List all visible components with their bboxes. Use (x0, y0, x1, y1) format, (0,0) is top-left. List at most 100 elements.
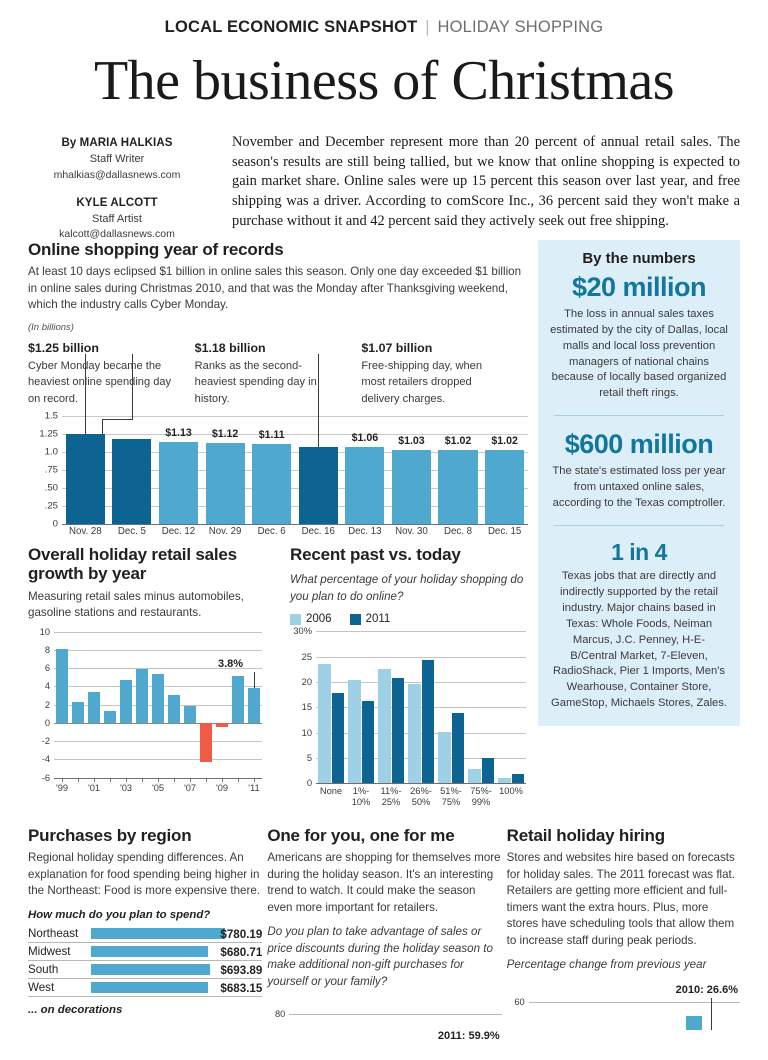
region-section-title: Purchases by region (28, 826, 192, 845)
bar-group[interactable] (316, 631, 346, 784)
axis-tick (150, 777, 166, 782)
bar-track: $693.89 (91, 963, 262, 977)
bar[interactable] (391, 678, 405, 784)
bar-group[interactable] (436, 631, 466, 784)
growth-annotation-leader (254, 671, 255, 689)
bar-group[interactable] (346, 631, 376, 784)
bar-column[interactable]: $1.06 (342, 416, 389, 524)
bar[interactable] (377, 669, 391, 784)
bar-column[interactable] (295, 416, 342, 524)
bar[interactable] (65, 433, 105, 524)
bar[interactable] (56, 648, 68, 723)
bar-column[interactable] (246, 632, 262, 778)
bar-value-label: $1.12 (211, 428, 239, 441)
region-section: Purchases by region Regional holiday spe… (28, 826, 263, 1060)
callout-3-text: Free-shipping day, when most retailers d… (361, 359, 483, 406)
callout-1: $1.25 billion Cyber Monday became the he… (28, 341, 173, 408)
bar[interactable] (485, 450, 525, 524)
bar[interactable] (347, 679, 361, 784)
bar[interactable] (200, 722, 212, 763)
bar[interactable] (104, 711, 116, 723)
bar-column[interactable]: $1.11 (248, 416, 295, 524)
bar[interactable] (331, 692, 345, 784)
bar-column[interactable]: $1.02 (435, 416, 482, 524)
bar[interactable] (467, 768, 481, 784)
bar-column[interactable]: $1.12 (202, 416, 249, 524)
bar-column[interactable]: $1.13 (155, 416, 202, 524)
legend-swatch-2006 (290, 613, 301, 625)
bar[interactable] (451, 712, 465, 784)
bar-column[interactable] (102, 632, 118, 778)
bar[interactable] (407, 684, 421, 784)
bar[interactable] (72, 701, 84, 723)
oneforyou-annotation: 2011: 59.9% (437, 1030, 500, 1042)
bar[interactable] (248, 688, 260, 723)
bar-column[interactable] (134, 632, 150, 778)
kicker-bold: LOCAL ECONOMIC SNAPSHOT (164, 18, 418, 36)
bar[interactable] (437, 732, 451, 784)
bar[interactable] (345, 447, 385, 524)
bar[interactable] (88, 692, 100, 723)
table-row[interactable]: Midwest $680.71 (28, 943, 263, 961)
bar-value-label: $1.02 (491, 435, 518, 448)
bar-column[interactable] (230, 632, 246, 778)
bar-column[interactable]: $1.02 (481, 416, 528, 524)
bar-column[interactable] (86, 632, 102, 778)
bar[interactable] (298, 446, 338, 524)
bar-column[interactable]: $1.03 (388, 416, 435, 524)
axis-tick (118, 777, 134, 782)
bars (54, 632, 262, 778)
bar-column[interactable] (182, 632, 198, 778)
bar[interactable] (317, 664, 331, 784)
by-the-numbers-sidebar: By the numbers $20 million The loss in a… (538, 240, 740, 727)
bars: $1.13 $1.12 $1.11 $1.06 $1.03 $1.02 $1.02 (62, 416, 528, 524)
bar-group[interactable] (466, 631, 496, 784)
bar-column[interactable] (54, 632, 70, 778)
bar-column[interactable] (118, 632, 134, 778)
bar[interactable] (497, 778, 511, 784)
bar[interactable] (112, 438, 152, 524)
gridline (54, 631, 262, 633)
axis-tick (166, 777, 182, 782)
bar[interactable] (168, 695, 180, 723)
bar-column[interactable] (166, 632, 182, 778)
bar-column[interactable] (109, 416, 156, 524)
bar[interactable] (391, 449, 432, 524)
intro-row: By MARIA HALKIAS Staff Writer mhalkias@d… (0, 133, 768, 243)
bar[interactable] (361, 700, 375, 784)
table-row[interactable]: West $683.15 (28, 979, 263, 997)
gridline (54, 759, 262, 761)
bar[interactable] (120, 680, 132, 723)
bar-column[interactable] (150, 632, 166, 778)
bar[interactable] (136, 668, 148, 723)
bar[interactable] (158, 442, 199, 524)
table-row[interactable]: Northeast $780.19 (28, 925, 263, 943)
bar[interactable] (438, 450, 478, 524)
bar[interactable] (205, 443, 245, 524)
bar-column[interactable] (198, 632, 214, 778)
bar[interactable] (421, 659, 435, 784)
hiring-axis-top-label: 60 (514, 996, 525, 1007)
bar[interactable] (152, 674, 164, 723)
author-1-email[interactable]: mhalkias@dallasnews.com (53, 168, 181, 181)
x-axis-label: Dec. 6 (257, 525, 286, 537)
bar[interactable] (216, 722, 228, 727)
legend-swatch-2011 (349, 613, 361, 625)
bar[interactable] (184, 706, 196, 723)
callout-2-leader-drop (101, 418, 103, 434)
table-row[interactable]: South $693.89 (28, 961, 263, 979)
bar[interactable] (252, 443, 292, 524)
bar[interactable] (232, 675, 244, 723)
bar-group[interactable] (406, 631, 436, 784)
bar-column[interactable] (62, 416, 109, 524)
bar[interactable] (511, 774, 525, 784)
bar-column[interactable] (70, 632, 86, 778)
bar-group[interactable] (376, 631, 406, 784)
y-axis-label: 20 (301, 676, 312, 687)
bar-column[interactable] (214, 632, 230, 778)
gridline (54, 741, 262, 743)
author-2-email[interactable]: kalcott@dallasnews.com (59, 228, 175, 241)
bar[interactable] (481, 758, 495, 784)
online-section-body: At least 10 days eclipsed $1 billion in … (28, 265, 522, 312)
bar-group[interactable] (496, 631, 526, 784)
